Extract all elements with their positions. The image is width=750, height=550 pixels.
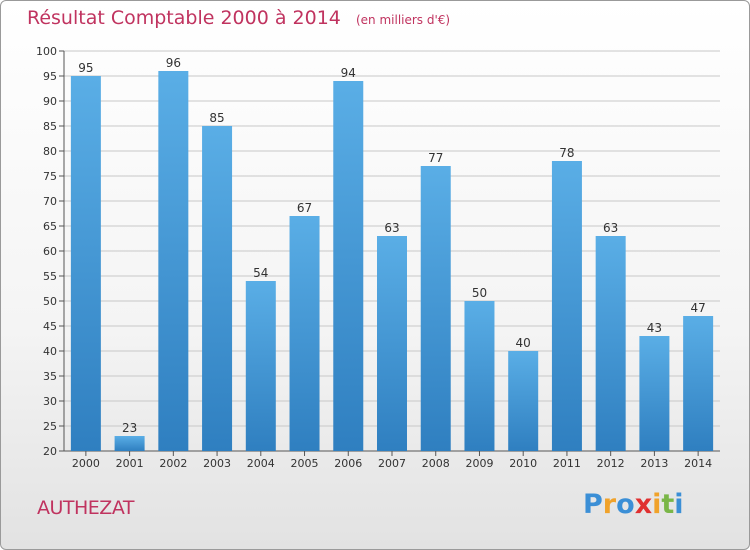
y-tick-label: 80 (43, 145, 57, 158)
y-tick-label: 50 (43, 295, 57, 308)
bar-value-label: 94 (341, 66, 356, 80)
bar-2007 (377, 236, 407, 451)
chart-title: Résultat Comptable 2000 à 2014 (27, 7, 341, 29)
proxiti-logo: Proxiti (583, 489, 684, 520)
y-tick-label: 25 (43, 420, 57, 433)
x-tick-label: 2007 (378, 457, 406, 470)
logo-letter: o (616, 489, 635, 520)
y-tick-label: 45 (43, 320, 57, 333)
bar-2004 (245, 281, 276, 451)
bar-2000 (70, 76, 101, 451)
y-tick-label: 30 (43, 395, 57, 408)
bar-value-label: 77 (428, 151, 443, 165)
x-tick-label: 2005 (291, 457, 319, 470)
y-tick-label: 35 (43, 370, 57, 383)
logo-letter: x (634, 489, 653, 520)
x-tick-label: 2004 (247, 457, 275, 470)
x-tick-label: 2001 (116, 457, 144, 470)
axes: 20 25 30 35 40 45 50 55 60 65 70 75 80 85 90 95 100 2000 2… (36, 45, 720, 470)
y-tick-label: 90 (43, 95, 57, 108)
bar-2006 (333, 81, 364, 451)
bar-value-label: 47 (690, 301, 705, 315)
bar-value-label: 96 (166, 56, 181, 70)
bar-value-label: 67 (297, 201, 312, 215)
x-tick-label: 2013 (640, 457, 668, 470)
y-tick-label: 75 (43, 170, 57, 183)
x-tick-label: 2008 (422, 457, 450, 470)
x-tick-label: 2003 (203, 457, 231, 470)
bar-2005 (289, 216, 320, 451)
logo-letter: i (652, 489, 662, 520)
y-tick-label: 100 (36, 45, 57, 58)
bar-2012 (595, 236, 626, 451)
x-tick-label: 2014 (684, 457, 712, 470)
bar-value-label: 23 (122, 421, 137, 435)
bar-2001 (114, 436, 145, 451)
x-tick-label: 2006 (334, 457, 362, 470)
logo-letter: i (674, 489, 684, 520)
y-tick-label: 60 (43, 245, 57, 258)
bar-2008 (420, 166, 451, 451)
bars (70, 71, 714, 451)
commune-name: AUTHEZAT (37, 497, 134, 519)
x-tick-label: 2011 (553, 457, 581, 470)
bar-2002 (158, 71, 189, 451)
bar-value-label: 54 (253, 266, 268, 280)
bar-value-label: 95 (78, 61, 93, 75)
y-tick-label: 70 (43, 195, 57, 208)
bar-value-label: 40 (516, 336, 531, 350)
x-tick-label: 2002 (159, 457, 187, 470)
logo-letter: t (661, 489, 675, 520)
y-tick-label: 95 (43, 70, 57, 83)
x-tick-label: 2000 (72, 457, 100, 470)
bar-value-label: 78 (559, 146, 574, 160)
bar-value-label: 85 (209, 111, 224, 125)
y-tick-label: 20 (43, 445, 57, 458)
title-row: Résultat Comptable 2000 à 2014 (en milli… (27, 7, 450, 29)
y-tick-label: 40 (43, 345, 57, 358)
bar-2013 (639, 336, 670, 451)
bar-2010 (508, 351, 539, 451)
bar-2003 (202, 126, 233, 451)
logo-letter: P (583, 489, 603, 520)
bar-value-label: 63 (603, 221, 618, 235)
data-labels: 95 23 96 85 54 67 94 63 77 50 40 78 63 43 47 (78, 56, 706, 435)
y-tick-label: 55 (43, 270, 57, 283)
chart-unit-note: (en milliers d'€) (355, 13, 451, 27)
x-tick-label: 2009 (465, 457, 493, 470)
bar-2011 (551, 161, 582, 451)
x-tick-label: 2010 (509, 457, 537, 470)
bar-value-label: 43 (647, 321, 662, 335)
bar-2009 (464, 301, 495, 451)
bar-value-label: 63 (384, 221, 399, 235)
y-tick-label: 85 (43, 120, 57, 133)
logo-letter: r (602, 489, 617, 520)
x-tick-label: 2012 (597, 457, 625, 470)
bar-2014 (683, 316, 714, 451)
bar-value-label: 50 (472, 286, 487, 300)
y-tick-label: 65 (43, 220, 57, 233)
